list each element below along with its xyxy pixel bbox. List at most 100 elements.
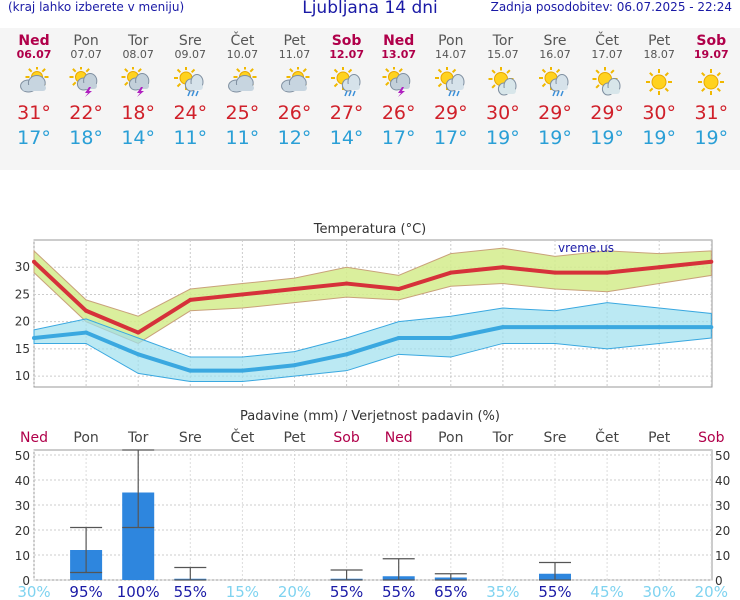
max-temperature: 26° bbox=[381, 102, 416, 124]
max-temperature: 22° bbox=[69, 102, 103, 124]
temperature-chart: Temperatura (°C) 10 15 20 25 30 vreme.us bbox=[15, 222, 714, 388]
y-tick-label-left: 0 bbox=[22, 574, 30, 588]
day-name: Pet bbox=[283, 33, 306, 49]
min-temperature-point bbox=[396, 336, 401, 340]
max-temperature-line bbox=[32, 259, 712, 335]
min-temperature: 17° bbox=[17, 127, 51, 149]
min-temperature: 11° bbox=[173, 127, 208, 149]
precip-day-label: Sob bbox=[333, 430, 359, 446]
precip-day-label: Tor bbox=[127, 430, 149, 446]
day-date: 08.07 bbox=[122, 48, 154, 61]
day-column[interactable]: Pet 11.07 26° 12° bbox=[269, 28, 321, 151]
precip-probability: 100% bbox=[117, 583, 160, 600]
day-date: 15.07 bbox=[487, 48, 519, 61]
min-temperature: 18° bbox=[69, 127, 103, 149]
max-temperature: 18° bbox=[121, 102, 156, 124]
day-name: Ned bbox=[383, 33, 415, 49]
day-name: Ned bbox=[18, 33, 50, 49]
day-column[interactable]: Tor 08.07 18° 14° bbox=[112, 28, 164, 151]
precip-probability: 55% bbox=[382, 583, 415, 600]
precip-probability: 45% bbox=[590, 583, 623, 600]
min-temperature: 19° bbox=[590, 127, 624, 149]
min-temperature: 19° bbox=[486, 127, 520, 149]
min-temperature-point bbox=[32, 336, 36, 340]
sun-icon bbox=[646, 69, 673, 95]
precip-error-bar bbox=[174, 566, 207, 581]
precip-probability: 20% bbox=[695, 583, 728, 600]
day-date: 11.07 bbox=[278, 48, 311, 61]
day-name: Sob bbox=[696, 33, 727, 49]
precip-probability: 55% bbox=[174, 583, 207, 600]
max-temperature: 31° bbox=[694, 102, 729, 124]
day-date: 12.07 bbox=[329, 48, 364, 61]
max-temperature: 24° bbox=[173, 102, 208, 124]
day-column[interactable]: Sre 09.07 24° 11° bbox=[164, 28, 216, 151]
day-date: 10.07 bbox=[226, 48, 259, 61]
max-temperature: 29° bbox=[433, 102, 468, 124]
day-column[interactable]: Čet 10.07 25° 11° bbox=[216, 28, 268, 151]
min-temperature: 17° bbox=[381, 127, 416, 149]
day-column[interactable]: Sob 12.07 27° 14° bbox=[321, 28, 373, 151]
y-tick-label: 15 bbox=[15, 342, 30, 356]
min-temperature-point bbox=[136, 352, 141, 357]
precip-day-label: Ned bbox=[385, 430, 413, 446]
day-column[interactable]: Pet 18.07 30° 19° bbox=[633, 28, 685, 151]
min-temperature: 14° bbox=[121, 127, 156, 149]
day-column[interactable]: Sob 19.07 31° 19° bbox=[685, 28, 737, 151]
day-date: 17.07 bbox=[591, 48, 623, 61]
day-column[interactable]: Ned 06.07 31° 17° bbox=[8, 28, 60, 151]
max-temperature-point bbox=[136, 330, 141, 335]
precip-probability: 30% bbox=[17, 583, 50, 600]
precipitation-chart: Padavine (mm) / Verjetnost padavin (%) Ne… bbox=[15, 409, 731, 600]
menu-hint-link[interactable]: (kraj lahko izberete v meniju) bbox=[8, 0, 185, 14]
day-date: 13.07 bbox=[381, 48, 417, 61]
day-column[interactable]: Čet 17.07 29° 19° bbox=[581, 28, 633, 151]
max-temperature: 27° bbox=[329, 102, 364, 124]
min-temperature: 11° bbox=[225, 127, 260, 149]
day-name: Sre bbox=[178, 33, 202, 49]
day-name: Pet bbox=[648, 33, 671, 49]
y-tick-label-right: 30 bbox=[715, 499, 730, 513]
day-name: Sre bbox=[543, 33, 567, 49]
y-tick-label-right: 0 bbox=[715, 574, 723, 588]
sun-rain-icon bbox=[539, 67, 569, 97]
day-date: 18.07 bbox=[643, 48, 675, 61]
day-column[interactable]: Sre 16.07 29° 19° bbox=[529, 28, 581, 151]
day-name: Pon bbox=[438, 33, 464, 49]
y-tick-label: 30 bbox=[15, 260, 30, 274]
precip-error-bar bbox=[434, 573, 467, 581]
sun-rain-icon bbox=[434, 67, 465, 97]
partly-cloudy-icon bbox=[280, 67, 309, 93]
y-tick-label-right: 10 bbox=[715, 549, 730, 563]
min-temperature-point bbox=[292, 363, 297, 368]
day-column[interactable]: Pon 07.07 22° 18° bbox=[60, 28, 112, 151]
day-name: Čet bbox=[595, 33, 620, 49]
precip-probability: 35% bbox=[486, 583, 519, 600]
y-tick-label: 25 bbox=[15, 287, 30, 301]
precip-day-label: Tor bbox=[492, 430, 514, 446]
temperature-chart-title: Temperatura (°C) bbox=[313, 222, 426, 237]
precip-day-label: Sre bbox=[544, 430, 567, 446]
min-temperature-point bbox=[84, 330, 89, 335]
min-temperature-point bbox=[344, 352, 349, 357]
sun-rain-icon bbox=[174, 67, 204, 97]
day-name: Čet bbox=[230, 33, 255, 49]
precip-probability: 20% bbox=[278, 583, 311, 600]
y-tick-label-right: 50 bbox=[715, 449, 730, 463]
precip-day-label: Sob bbox=[698, 430, 724, 446]
day-date: 14.07 bbox=[435, 48, 467, 61]
day-column[interactable]: Ned 13.07 26° 17° bbox=[373, 28, 425, 151]
max-temperature-point bbox=[500, 265, 505, 270]
min-temperature-point bbox=[240, 368, 245, 373]
day-column[interactable]: Tor 15.07 30° 19° bbox=[477, 28, 529, 151]
max-temperature-point bbox=[657, 265, 662, 270]
y-tick-label-right: 40 bbox=[715, 474, 730, 488]
day-column[interactable]: Pon 14.07 29° 17° bbox=[425, 28, 477, 151]
precip-day-label: Pon bbox=[73, 430, 98, 446]
max-temperature-point bbox=[292, 287, 297, 291]
y-tick-label-left: 20 bbox=[15, 524, 30, 538]
precip-error-bar bbox=[539, 561, 571, 581]
day-date: 09.07 bbox=[174, 48, 207, 61]
max-temperature: 31° bbox=[17, 102, 51, 124]
y-tick-label: 20 bbox=[15, 315, 30, 329]
